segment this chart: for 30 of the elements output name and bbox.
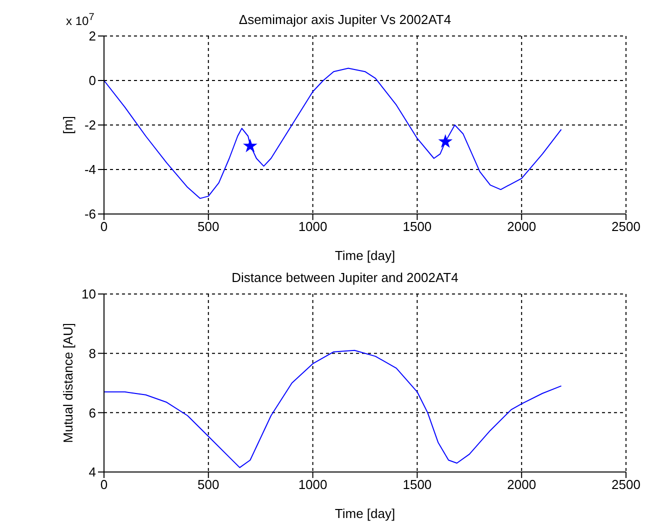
x-tick-label: 0 [100,219,108,234]
x-axis-title: Time [day] [334,506,396,521]
x-axis-title: Time [day] [334,248,396,263]
y-tick-label: -4 [84,162,96,178]
line-series [104,68,562,199]
y-tick-label: 0 [88,73,96,88]
x-tick-label: 1500 [402,477,432,492]
x-tick-label: 0 [100,477,108,492]
line-series [104,350,562,468]
x-tick-label: 2000 [507,219,536,234]
y-tick-label: 4 [88,464,96,480]
x-tick-label: 1500 [402,219,432,234]
y-tick-label: 2 [88,28,96,44]
chart-title: Distance between Jupiter and 2002AT4 [230,270,460,285]
y-tick-label: -2 [84,118,96,133]
x-tick-label: 2500 [612,219,640,234]
x-tick-label: 2000 [507,477,536,492]
chart-title: Δsemimajor axis Jupiter Vs 2002AT4 [238,12,452,27]
y-tick-label: -6 [84,206,96,222]
y-tick-label: 6 [88,405,96,420]
y-axis-title: [m] [60,116,76,134]
x-tick-label: 1000 [298,219,328,234]
text: x 10$^{7}$ [66,12,94,28]
y-tick-label: 8 [88,346,96,361]
x-tick-label: 2500 [612,477,640,492]
y-axis-title: Mutual distance [AU] [60,323,76,443]
y-tick-label: 10 [82,286,96,302]
x-tick-label: 500 [198,219,220,234]
x-tick-label: 500 [198,477,220,492]
x-tick-label: 1000 [298,477,328,492]
